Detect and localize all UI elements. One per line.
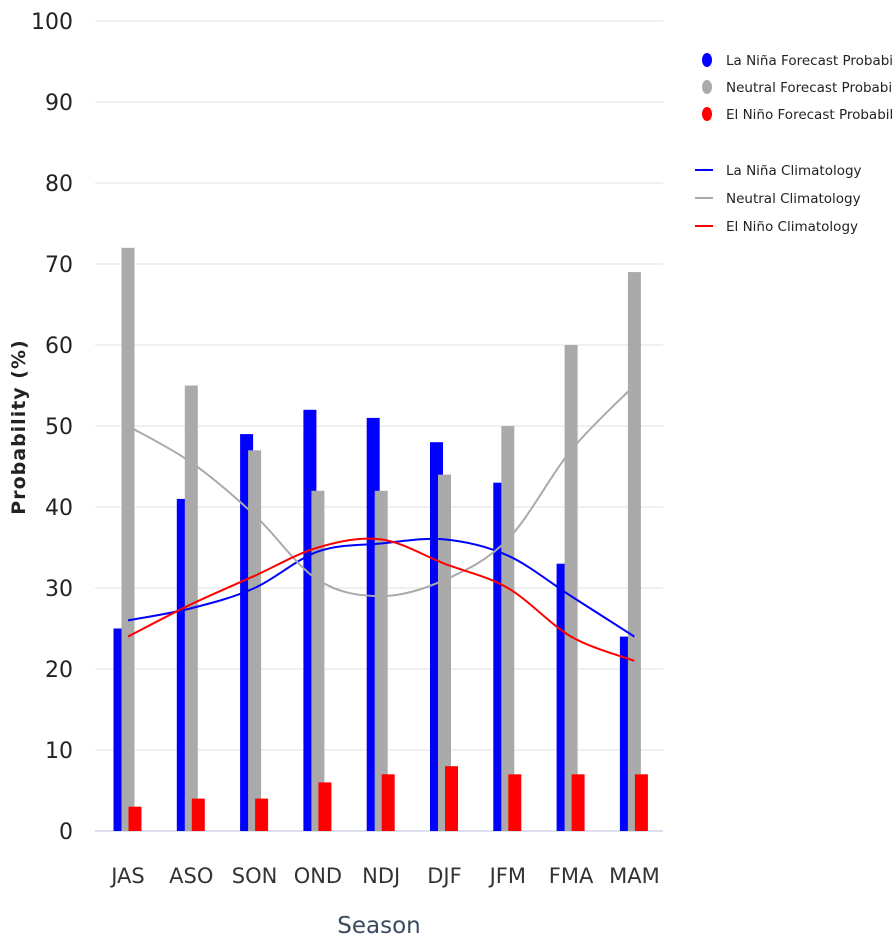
x-tick-label: SON — [232, 864, 278, 888]
x-axis-label: Season — [337, 913, 420, 939]
y-axis-label: Probability (%) — [8, 339, 30, 514]
bar-neutral — [374, 490, 388, 831]
y-tick-label: 60 — [45, 334, 73, 359]
bar-el-nino — [571, 774, 585, 831]
line-el-nino-climatology — [127, 537, 635, 662]
bar-neutral — [501, 426, 515, 831]
legend-label: La Niña Forecast Probability — [726, 53, 893, 69]
bar-neutral — [121, 247, 135, 832]
y-tick-label: 90 — [45, 91, 73, 116]
bar-el-nino — [634, 774, 648, 831]
bar-neutral — [627, 272, 641, 832]
x-axis-ticks: JAS ASO SON OND NDJ DJF JFM FMA MAM — [109, 864, 659, 888]
bar-el-nino — [128, 806, 142, 831]
x-tick-label: JAS — [109, 864, 145, 888]
bar-neutral — [564, 345, 578, 831]
bar-neutral — [248, 450, 262, 831]
legend-marker — [702, 53, 712, 67]
y-tick-label: 70 — [45, 253, 73, 278]
x-tick-label: JFM — [488, 864, 526, 888]
y-tick-label: 10 — [45, 739, 73, 764]
legend-label: Neutral Climatology — [726, 191, 861, 207]
bar-el-nino — [381, 774, 395, 831]
line-neutral-climatology — [127, 384, 636, 598]
x-tick-label: DJF — [427, 864, 461, 888]
y-tick-label: 100 — [31, 10, 73, 35]
y-tick-label: 50 — [45, 415, 73, 440]
x-tick-label: MAM — [609, 864, 660, 888]
legend-marker — [702, 80, 712, 94]
legend-label: El Niño Forecast Probability — [726, 107, 893, 123]
bar-el-nino — [191, 798, 205, 831]
legend-label: La Niña Climatology — [726, 163, 862, 179]
legend: La Niña Forecast Probability Neutral Fore… — [695, 53, 893, 235]
y-tick-label: 20 — [45, 658, 73, 683]
bar-neutral — [438, 474, 451, 831]
x-tick-label: ASO — [169, 864, 213, 888]
x-tick-label: FMA — [549, 864, 594, 888]
y-tick-label: 80 — [45, 172, 73, 197]
y-tick-label: 30 — [45, 577, 73, 602]
bar-el-nino — [255, 798, 269, 831]
bars — [113, 247, 648, 832]
bar-el-nino — [318, 782, 332, 831]
line-la-nina-climatology — [127, 537, 635, 638]
legend-label: El Niño Climatology — [726, 219, 858, 235]
y-tick-label: 40 — [45, 496, 73, 521]
legend-marker — [702, 107, 712, 121]
bar-el-nino — [445, 766, 458, 831]
bar-el-nino — [508, 774, 522, 831]
x-tick-label: OND — [294, 864, 342, 888]
y-axis-ticks: 0 10 20 30 40 50 60 70 80 90 100 — [31, 10, 73, 845]
legend-label: Neutral Forecast Probability — [726, 80, 893, 96]
y-tick-label: 0 — [59, 820, 73, 845]
bar-neutral — [311, 490, 325, 831]
climatology-lines — [127, 384, 636, 662]
x-tick-label: NDJ — [362, 864, 400, 888]
